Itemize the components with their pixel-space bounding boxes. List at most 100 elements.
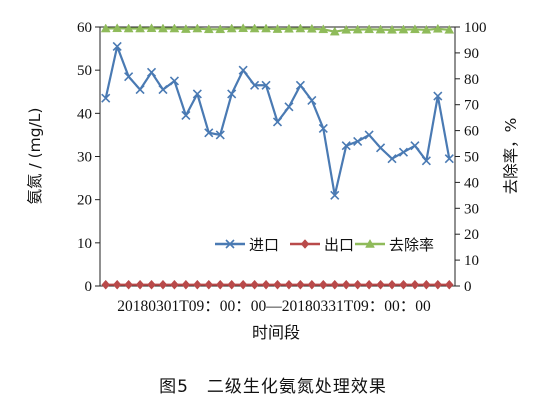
legend-label: 出口 <box>324 236 354 254</box>
data-point <box>410 141 420 151</box>
data-point <box>387 154 397 164</box>
data-point <box>250 279 259 290</box>
data-point <box>433 91 443 101</box>
y-right-tick-label: 90 <box>464 46 479 62</box>
y-right-tick-label: 60 <box>464 124 479 140</box>
data-point <box>306 23 317 33</box>
data-point <box>444 154 454 164</box>
y-right-tick-label: 10 <box>464 253 479 269</box>
data-point <box>261 23 271 33</box>
y-right-tick-label: 40 <box>464 175 479 191</box>
data-point <box>307 95 317 105</box>
y-axis-right-title: 去除率，% <box>502 118 520 195</box>
data-point <box>158 279 168 290</box>
data-point <box>284 102 294 112</box>
data-point <box>204 128 214 138</box>
data-point <box>364 24 375 34</box>
data-point <box>135 85 145 95</box>
y-right-tick-label: 100 <box>464 20 487 36</box>
data-point <box>318 24 329 34</box>
data-point <box>330 279 340 290</box>
data-point <box>249 23 260 33</box>
data-point <box>250 80 260 90</box>
data-point <box>215 24 226 34</box>
data-point <box>421 156 431 166</box>
data-point <box>227 89 237 99</box>
data-point <box>375 24 386 34</box>
data-point <box>444 279 454 290</box>
data-point <box>353 279 362 290</box>
y-right-tick-label: 30 <box>464 201 479 217</box>
y-left-tick-label: 50 <box>77 63 92 79</box>
data-point <box>181 110 191 121</box>
data-point <box>170 279 179 290</box>
data-point <box>273 279 282 290</box>
data-point <box>192 89 202 99</box>
data-point <box>238 23 249 33</box>
series-3 <box>100 23 455 36</box>
data-point <box>296 279 305 290</box>
legend-item: 进口 <box>215 236 279 254</box>
y-right-tick-label: 20 <box>464 227 479 243</box>
data-point <box>158 23 168 33</box>
y-left-tick-label: 30 <box>77 150 92 166</box>
left-axis: 0 10 20 30 40 50 60 <box>77 20 100 295</box>
data-point <box>147 279 156 290</box>
data-point <box>284 279 294 290</box>
data-point <box>399 279 408 290</box>
data-point <box>169 23 180 33</box>
y-right-tick-label: 80 <box>464 72 479 88</box>
x-range-label: 20180301T09：00：00—20180331T09：00：00 <box>117 298 431 315</box>
data-point <box>376 279 385 290</box>
data-point <box>215 130 225 140</box>
legend-marker <box>300 239 310 249</box>
data-point <box>444 24 455 34</box>
y-left-tick-label: 0 <box>85 279 93 295</box>
y-right-tick-label: 50 <box>464 150 479 166</box>
data-point <box>364 279 374 290</box>
y-right-tick-label: 70 <box>464 98 479 114</box>
data-point <box>124 279 133 290</box>
data-point <box>422 279 431 290</box>
data-point <box>112 41 122 51</box>
data-point <box>101 279 111 290</box>
data-point <box>112 279 122 290</box>
data-point <box>100 23 111 33</box>
legend-marker <box>225 239 235 249</box>
figure-caption: 图5 二级生化氨氮处理效果 <box>159 377 387 397</box>
data-point <box>352 24 363 34</box>
data-point <box>272 24 283 33</box>
data-point <box>284 23 294 33</box>
y-left-tick-label: 10 <box>77 236 92 252</box>
series-layer <box>100 23 455 290</box>
data-point <box>169 76 180 86</box>
data-point <box>101 93 111 103</box>
data-point <box>295 23 306 33</box>
data-point <box>341 24 352 34</box>
data-point <box>261 80 271 90</box>
legend-item: 去除率 <box>355 236 434 254</box>
data-point <box>192 23 203 33</box>
data-point <box>203 24 214 34</box>
data-point <box>410 279 420 290</box>
data-point <box>341 141 351 151</box>
data-point <box>329 26 340 36</box>
data-point <box>226 23 237 33</box>
data-point <box>238 65 248 75</box>
legend-label: 去除率 <box>389 236 434 254</box>
data-point <box>341 279 351 290</box>
data-point <box>307 279 317 290</box>
data-point <box>421 24 432 34</box>
data-point <box>135 279 145 290</box>
data-point <box>180 24 191 33</box>
x-axis-title: 时间段 <box>252 323 300 342</box>
data-point <box>375 143 386 153</box>
data-point <box>387 279 397 290</box>
data-point <box>398 24 409 34</box>
data-point <box>330 190 340 200</box>
data-point <box>204 279 214 290</box>
y-left-tick-label: 40 <box>77 106 92 122</box>
data-point <box>181 279 191 290</box>
y-right-tick-label: 0 <box>464 279 472 295</box>
